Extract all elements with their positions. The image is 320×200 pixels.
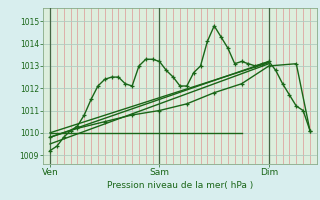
X-axis label: Pression niveau de la mer( hPa ): Pression niveau de la mer( hPa ) <box>107 181 253 190</box>
